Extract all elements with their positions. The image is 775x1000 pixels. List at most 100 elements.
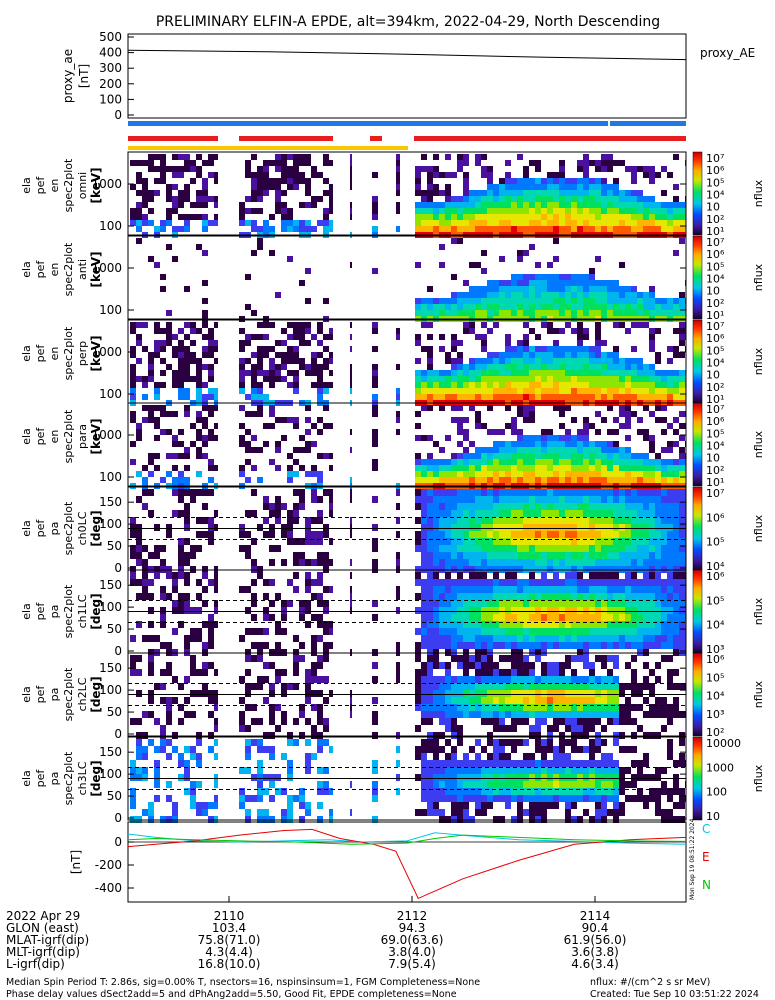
spectrogram-cell [589, 364, 595, 370]
spectrogram-cell [673, 352, 679, 358]
spectrogram-cell [190, 322, 196, 328]
spectrogram-cell [463, 586, 469, 593]
spectrogram-cell [493, 202, 499, 208]
spectrogram-cell [451, 545, 457, 552]
spectrogram-cell [613, 459, 619, 465]
spectrogram-cell [661, 214, 667, 220]
spectrogram-cell [287, 517, 293, 524]
spectrogram-cell [463, 545, 469, 552]
spectrogram-cell [583, 496, 589, 503]
spectrogram-cell [269, 781, 275, 788]
spectrogram-cell [299, 447, 305, 453]
spectrogram-cell [595, 190, 601, 196]
spectrogram-cell [178, 489, 184, 496]
spectrogram-cell [202, 517, 208, 524]
spectrogram-cell [523, 477, 529, 483]
spectrogram-cell [196, 202, 202, 208]
spectrogram-cell [239, 711, 245, 718]
spectrogram-cell [160, 411, 166, 417]
spectrogram-cell [625, 423, 631, 429]
spectrogram-cell [166, 524, 172, 531]
spectrogram-cell [655, 642, 661, 649]
spectrogram-cell [613, 178, 619, 184]
spectrogram-cell [589, 202, 595, 208]
spectrogram-cell [565, 614, 571, 621]
spectrogram-cell [589, 184, 595, 190]
spectrogram-cell [427, 453, 433, 459]
spectrogram-cell [661, 635, 667, 642]
spectrogram-cell [589, 531, 595, 538]
spectrogram-cell [577, 388, 583, 394]
spectrogram-cell [190, 441, 196, 447]
spectrogram-cell [305, 298, 311, 304]
spectrogram-cell [184, 465, 190, 471]
spectrogram-cell [679, 453, 685, 459]
spectrogram-cell [481, 697, 487, 704]
spectrogram-cell [469, 503, 475, 510]
spectrogram-cell [245, 753, 251, 760]
spectrogram-cell [619, 614, 625, 621]
spectrogram-cell [553, 274, 559, 280]
spectrogram-cell [445, 642, 451, 649]
spectrogram-panel-6: 150100500ela pef pa spec2plot ch1LC [deg]10⁶1… [20, 570, 765, 658]
spectrogram-cell [160, 382, 166, 388]
spectrogram-cell [475, 524, 481, 531]
spectrogram-cell [589, 394, 595, 400]
spectrogram-cell [178, 774, 184, 781]
spectrogram-cell [208, 517, 214, 524]
spectrogram-cell [475, 781, 481, 788]
spectrogram-cell [415, 411, 421, 417]
spectrogram-cell [535, 655, 541, 662]
spectrogram-cell [214, 739, 218, 746]
spectrogram-cell [317, 417, 323, 423]
spectrogram-cell [263, 579, 269, 586]
spectrogram-cell [130, 376, 136, 382]
spectrogram-cell [445, 477, 451, 483]
spectrogram-cell [421, 746, 427, 753]
spectrogram-cell [469, 697, 475, 704]
spectrogram-cell [631, 310, 637, 316]
spectrogram-cell [613, 304, 619, 310]
spectrogram-cell [583, 607, 589, 614]
spectrogram-cell [667, 441, 673, 447]
spectrogram-cell [559, 593, 565, 600]
spectrogram-cell [372, 662, 378, 669]
spectrogram-cell [196, 628, 202, 635]
spectrogram-cell [481, 600, 487, 607]
spectrogram-cell [553, 286, 559, 292]
spectrogram-cell [427, 298, 433, 304]
spectrogram-cell [565, 477, 571, 483]
spectrogram-cell [457, 586, 463, 593]
spectrogram-cell [679, 423, 685, 429]
spectrogram-cell [372, 376, 378, 382]
spectrogram-cell [160, 172, 166, 178]
spectrogram-cell [451, 334, 457, 340]
spectrogram-cell [451, 477, 457, 483]
spectrogram-cell [553, 459, 559, 465]
spectrogram-cell [350, 322, 352, 328]
spectrogram-cell [673, 376, 679, 382]
spectrogram-cell [142, 753, 148, 760]
spectrogram-cell [655, 559, 661, 566]
spectrogram-cell [625, 453, 631, 459]
spectrogram-cell [577, 545, 583, 552]
spectrogram-cell [649, 459, 655, 465]
spectrogram-cell [469, 614, 475, 621]
spectrogram-cell [148, 669, 154, 676]
spectrogram-cell [499, 256, 505, 262]
spectrogram-cell [655, 453, 661, 459]
spectrogram-cell [323, 559, 329, 566]
spectrogram-cell [433, 489, 439, 496]
spectrogram-cell [439, 579, 445, 586]
spectrogram-panel-7: 150100500ela pef pa spec2plot ch2LC [deg]10⁶1… [20, 653, 765, 741]
spectrogram-cell [523, 593, 529, 600]
spectrogram-cell [499, 746, 505, 753]
spectrogram-cell [547, 545, 553, 552]
spectrogram-cell [427, 477, 433, 483]
spectrogram-cell [661, 370, 667, 376]
spectrogram-cell [649, 683, 655, 690]
spectrogram-cell [142, 405, 148, 411]
spectrogram-cell [673, 531, 679, 538]
spectrogram-cell [517, 382, 523, 388]
spectrogram-cell [160, 154, 166, 160]
